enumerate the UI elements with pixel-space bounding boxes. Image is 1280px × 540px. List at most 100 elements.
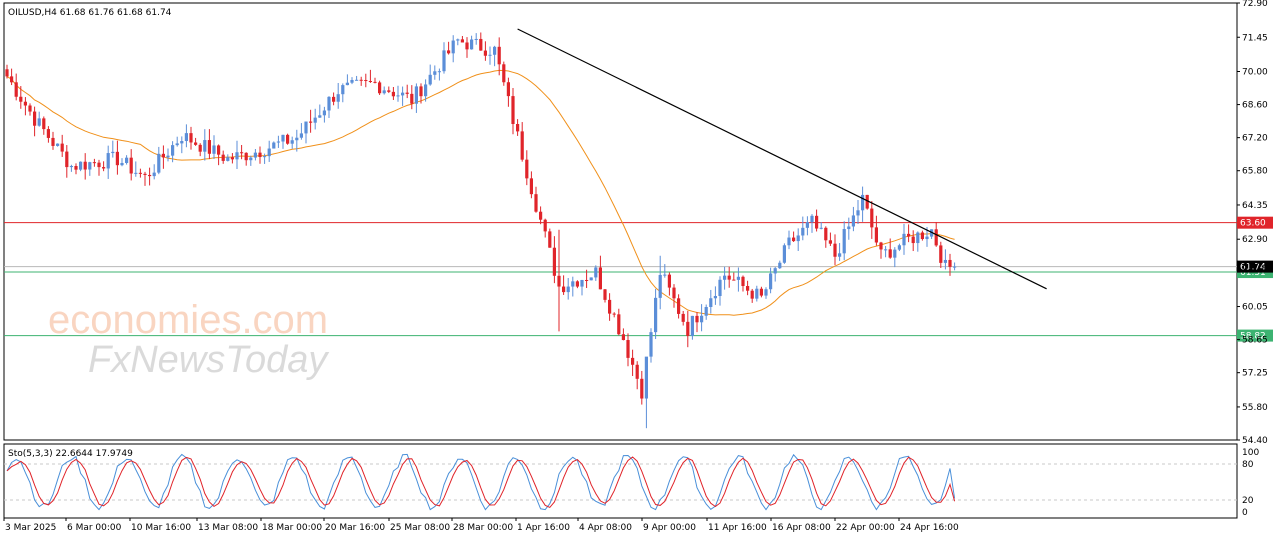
descending-trendline bbox=[517, 28, 1047, 290]
candle-body bbox=[861, 194, 865, 211]
candle-body bbox=[525, 159, 529, 179]
candle-body bbox=[888, 249, 892, 258]
candle-body bbox=[575, 281, 579, 287]
candle-body bbox=[640, 378, 644, 399]
candle-body bbox=[5, 69, 9, 77]
candle-body bbox=[166, 155, 170, 158]
candle-body bbox=[286, 134, 290, 144]
candle-body bbox=[460, 39, 464, 43]
candle-body bbox=[681, 313, 685, 322]
current-price-tag: 61.74 bbox=[1240, 263, 1266, 273]
level-tag-bg-63.60 bbox=[1237, 216, 1273, 229]
candle-body bbox=[83, 161, 87, 170]
level-tag-61.51: 61.51 bbox=[1240, 268, 1266, 278]
candle-body bbox=[46, 129, 50, 138]
candle-body bbox=[405, 92, 409, 94]
candle-body bbox=[74, 166, 78, 170]
candle-body bbox=[437, 71, 441, 73]
candle-body bbox=[654, 297, 658, 333]
candle-body bbox=[92, 162, 96, 164]
candle-body bbox=[470, 39, 474, 50]
price-tick-label: 58.65 bbox=[1242, 336, 1268, 346]
candle-body bbox=[759, 288, 763, 296]
time-tick-label: 20 Mar 16:00 bbox=[325, 523, 385, 533]
candle-body bbox=[493, 46, 497, 55]
candle-body bbox=[953, 266, 957, 268]
candle-body bbox=[746, 285, 750, 291]
candle-body bbox=[539, 211, 543, 220]
candle-body bbox=[212, 145, 216, 154]
candle-body bbox=[217, 145, 221, 155]
moving-average-layer bbox=[6, 69, 955, 316]
candle-body bbox=[304, 121, 308, 134]
candle-body bbox=[253, 152, 257, 158]
candle-body bbox=[874, 227, 878, 243]
candle-body bbox=[792, 237, 796, 242]
candle-body bbox=[796, 235, 800, 242]
candle-body bbox=[865, 194, 869, 209]
indicator-plot-frame bbox=[3, 443, 1238, 519]
candle-body bbox=[65, 151, 69, 168]
candle-body bbox=[19, 96, 23, 102]
candle-body bbox=[805, 222, 809, 228]
candle-body bbox=[736, 276, 740, 280]
candle-body bbox=[621, 334, 625, 341]
candle-body bbox=[207, 140, 211, 154]
candle-body bbox=[907, 233, 911, 237]
candle-body bbox=[506, 82, 510, 97]
price-tick-label: 61.74 bbox=[1242, 263, 1268, 273]
time-tick-label: 13 Mar 08:00 bbox=[198, 523, 258, 533]
price-tick-label: 65.80 bbox=[1242, 167, 1268, 177]
candle-body bbox=[695, 315, 699, 323]
candle-body bbox=[134, 172, 138, 174]
candle-body bbox=[773, 268, 777, 274]
candle-body bbox=[341, 85, 345, 95]
levels-layer: 63.60 61.51 58.82 61.74 bbox=[4, 216, 1273, 342]
candle-body bbox=[723, 275, 727, 280]
candle-body bbox=[267, 148, 271, 157]
candle-body bbox=[948, 259, 952, 267]
candle-body bbox=[37, 118, 41, 126]
main-chart-title: OILUSD,H4 61.68 61.76 61.68 61.74 bbox=[8, 8, 172, 18]
price-tick-label: 67.20 bbox=[1242, 134, 1268, 144]
candle-body bbox=[879, 242, 883, 250]
candle-body bbox=[925, 236, 929, 240]
candle-body bbox=[309, 121, 313, 123]
candle-body bbox=[198, 144, 202, 152]
candle-body bbox=[603, 289, 607, 300]
candle-body bbox=[585, 279, 589, 281]
candle-body bbox=[175, 143, 179, 146]
candle-body bbox=[488, 54, 492, 56]
candle-body bbox=[732, 279, 736, 281]
candle-body bbox=[276, 141, 280, 143]
candle-body bbox=[281, 134, 285, 142]
candle-body bbox=[79, 161, 83, 170]
price-tick-label: 71.45 bbox=[1242, 33, 1268, 43]
candle-body bbox=[56, 143, 60, 146]
watermark: economies.com FxNewsToday bbox=[48, 298, 329, 381]
candle-body bbox=[373, 81, 377, 83]
candle-body bbox=[686, 321, 690, 336]
time-tick-label: 1 Apr 16:00 bbox=[517, 523, 570, 533]
time-tick-label: 9 Apr 00:00 bbox=[643, 523, 696, 533]
candle-body bbox=[483, 50, 487, 56]
candle-body bbox=[649, 332, 653, 357]
candle-body bbox=[263, 156, 267, 158]
candle-body bbox=[911, 236, 915, 244]
candle-body bbox=[474, 38, 478, 40]
candle-body bbox=[534, 194, 538, 212]
candle-body bbox=[359, 79, 363, 81]
candle-body bbox=[138, 172, 142, 174]
candle-body bbox=[741, 276, 745, 286]
stoch-tick-label: 0 bbox=[1242, 508, 1248, 518]
candle-body bbox=[557, 275, 561, 287]
candle-body bbox=[33, 111, 37, 126]
candle-body bbox=[589, 277, 593, 281]
candle-body bbox=[851, 215, 855, 227]
candle-body bbox=[332, 96, 336, 102]
candle-body bbox=[750, 290, 754, 299]
candle-body bbox=[663, 274, 667, 276]
candle-body bbox=[230, 157, 234, 160]
stoch-main-line bbox=[6, 453, 956, 511]
price-tick-label: 55.80 bbox=[1242, 403, 1268, 413]
